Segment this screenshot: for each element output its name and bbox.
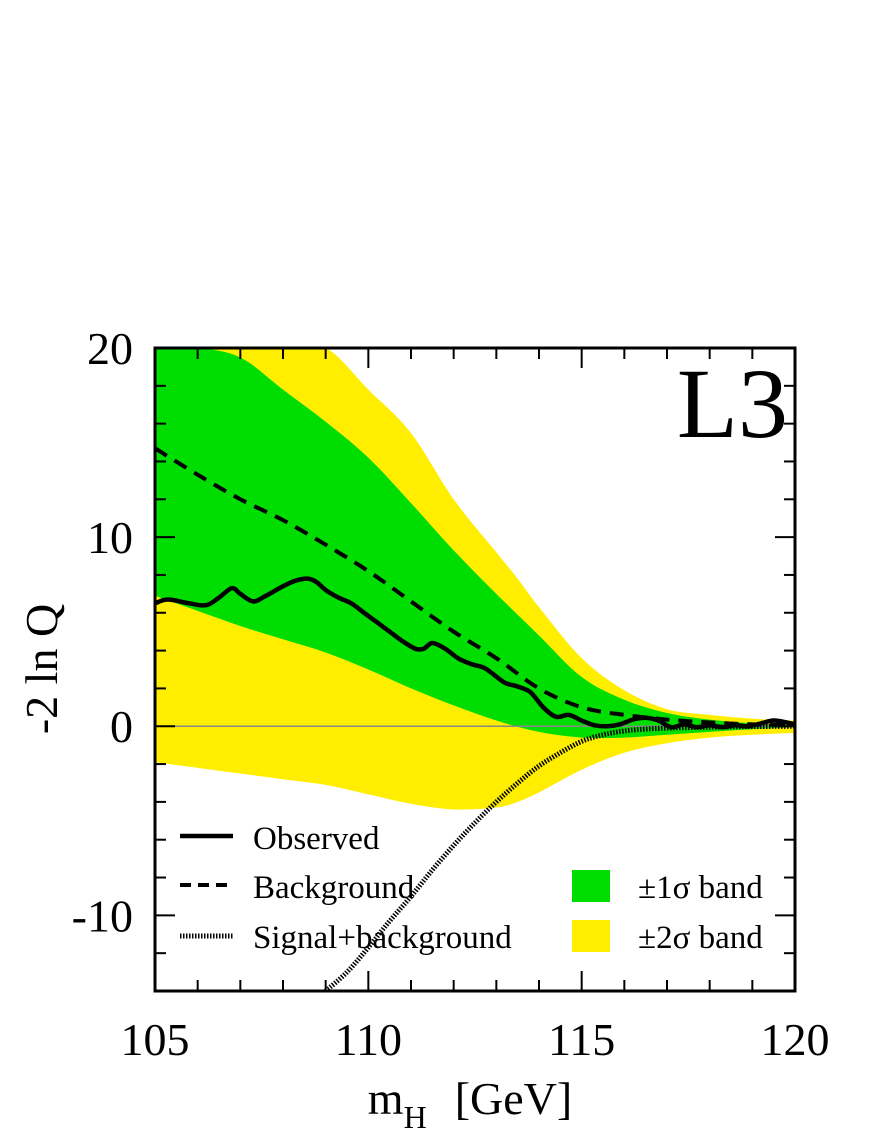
background-line bbox=[155, 446, 795, 728]
y-tick-labels: 20 10 0 -10 bbox=[72, 323, 133, 941]
legend-band2-swatch bbox=[572, 920, 610, 952]
x-axis-label-sub: H bbox=[404, 1099, 427, 1135]
experiment-label: L3 bbox=[677, 348, 788, 459]
plot-area bbox=[155, 348, 795, 991]
y-tick-label: 20 bbox=[87, 323, 133, 374]
x-tick-label: 115 bbox=[548, 1014, 615, 1065]
x-axis-label-unit: [GeV] bbox=[455, 1073, 573, 1124]
band-1sigma bbox=[155, 348, 795, 739]
legend-signal-background-label: Signal+background bbox=[253, 920, 512, 956]
legend: Observed Background Signal+background ±1… bbox=[180, 821, 763, 956]
x-axis-label: mH [GeV] bbox=[368, 1073, 572, 1135]
x-tick-label: 120 bbox=[761, 1014, 830, 1065]
legend-observed-label: Observed bbox=[253, 821, 380, 857]
x-axis-label-main: m bbox=[368, 1073, 404, 1124]
y-tick-label: 0 bbox=[110, 701, 133, 752]
x-tick-labels: 105 110 115 120 bbox=[121, 1014, 830, 1065]
observed-line bbox=[155, 576, 795, 730]
x-tick-label: 105 bbox=[121, 1014, 190, 1065]
legend-band2-label: ±2σ band bbox=[638, 920, 763, 956]
y-tick-label: -10 bbox=[72, 890, 133, 941]
legend-band1-label: ±1σ band bbox=[638, 870, 763, 906]
legend-band1-swatch bbox=[572, 870, 610, 902]
y-axis-label: -2 ln Q bbox=[16, 604, 67, 734]
plot-frame bbox=[153, 346, 797, 993]
legend-background-label: Background bbox=[253, 870, 415, 906]
y-tick-label: 10 bbox=[87, 512, 133, 563]
x-tick-label: 110 bbox=[335, 1014, 402, 1065]
